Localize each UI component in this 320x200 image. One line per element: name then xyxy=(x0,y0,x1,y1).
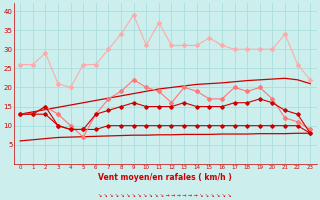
X-axis label: Vent moyen/en rafales ( km/h ): Vent moyen/en rafales ( km/h ) xyxy=(98,173,232,182)
Text: ↘ ↘ ↘ ↘ ↘ ↘ ↘ ↘ ↘ ↘ ↘ ↘ → → → → → → ↘ ↘ ↘ ↘ ↘ ↘: ↘ ↘ ↘ ↘ ↘ ↘ ↘ ↘ ↘ ↘ ↘ ↘ → → → → → → ↘ ↘ … xyxy=(98,193,233,198)
